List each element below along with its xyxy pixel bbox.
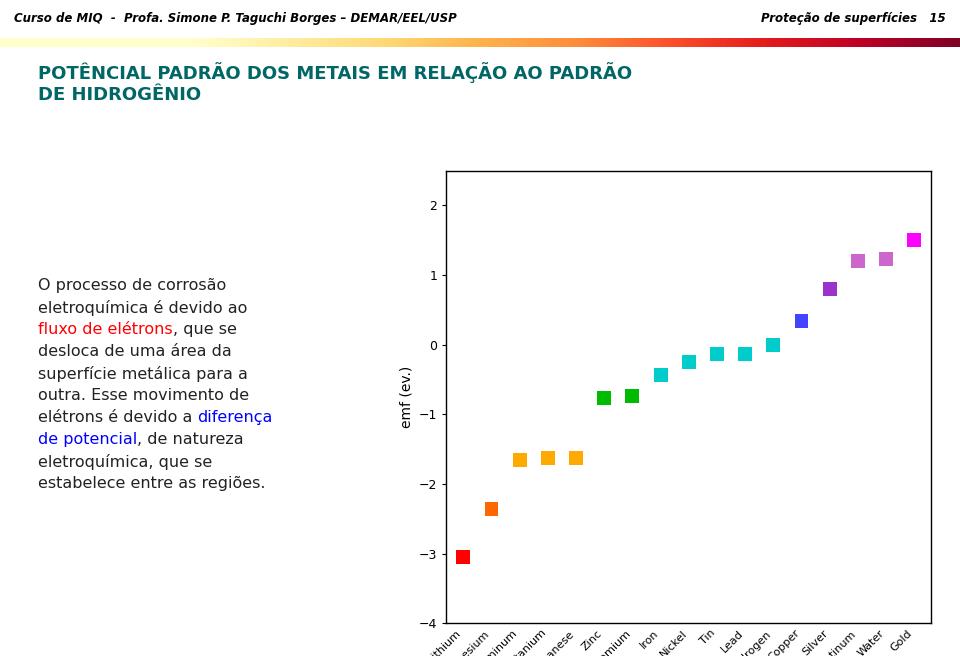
Point <box>653 370 668 380</box>
Text: eletroquímica é devido ao: eletroquímica é devido ao <box>38 300 248 316</box>
Point <box>596 392 612 403</box>
Point <box>512 455 527 466</box>
Text: , que se: , que se <box>173 322 236 337</box>
Text: diferença: diferença <box>198 410 273 425</box>
Text: Proteção de superfícies   15: Proteção de superfícies 15 <box>761 12 946 25</box>
Text: O processo de corrosão: O processo de corrosão <box>38 278 227 293</box>
Text: eletroquímica, que se: eletroquímica, que se <box>38 454 212 470</box>
Point <box>851 256 866 266</box>
Y-axis label: emf (ev.): emf (ev.) <box>399 366 414 428</box>
Text: de potencial: de potencial <box>38 432 137 447</box>
Point <box>766 339 781 350</box>
Point <box>737 348 753 359</box>
Text: fluxo de elétrons: fluxo de elétrons <box>38 322 173 337</box>
Point <box>906 235 922 245</box>
Text: elétrons é devido a: elétrons é devido a <box>38 410 198 425</box>
Point <box>822 283 837 294</box>
Text: desloca de uma área da: desloca de uma área da <box>38 344 231 359</box>
Text: superfície metálica para a: superfície metálica para a <box>38 366 248 382</box>
Text: POTÊNCIAL PADRÃO DOS METAIS EM RELAÇÃO AO PADRÃO
DE HIDROGÊNIO: POTÊNCIAL PADRÃO DOS METAIS EM RELAÇÃO A… <box>38 62 633 104</box>
Point <box>625 391 640 401</box>
Point <box>681 357 696 367</box>
Point <box>794 316 809 326</box>
Point <box>540 453 556 463</box>
Text: , de natureza: , de natureza <box>137 432 244 447</box>
Text: outra. Esse movimento de: outra. Esse movimento de <box>38 388 250 403</box>
Point <box>878 254 894 264</box>
Text: Curso de MIQ  -  Profa. Simone P. Taguchi Borges – DEMAR/EEL/USP: Curso de MIQ - Profa. Simone P. Taguchi … <box>14 12 457 25</box>
Point <box>568 453 584 463</box>
Point <box>484 504 499 514</box>
Point <box>709 349 725 359</box>
Text: estabelece entre as regiões.: estabelece entre as regiões. <box>38 476 266 491</box>
Point <box>456 552 471 562</box>
